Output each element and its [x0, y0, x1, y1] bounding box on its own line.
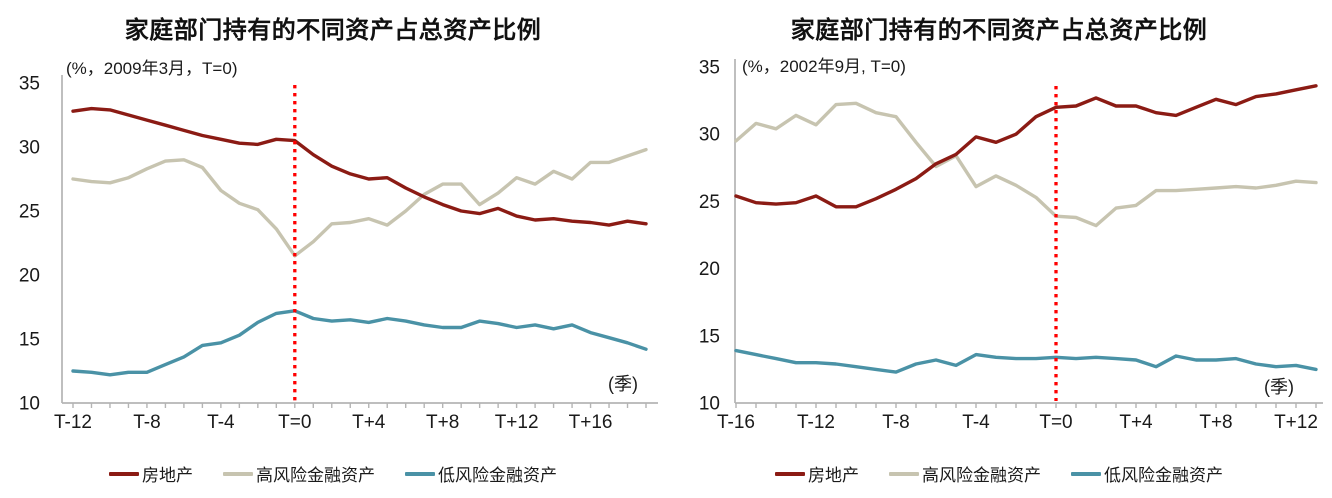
x-tick-label: T+4: [352, 412, 386, 433]
y-tick-label: 15: [699, 326, 720, 347]
legend-item-high-risk: 高风险金融资产: [889, 461, 1041, 486]
y-tick-label: 35: [19, 74, 40, 95]
x-tick-label: T-8: [882, 412, 909, 433]
legend-label: 高风险金融资产: [922, 466, 1041, 485]
line-swatch: [109, 471, 139, 476]
x-tick-label: T-8: [133, 412, 160, 433]
x-tick-label: T+12: [1274, 412, 1318, 433]
legend-label: 高风险金融资产: [256, 466, 375, 485]
legend: 房地产 高风险金融资产 低风险金融资产: [666, 461, 1332, 486]
chart-subtitle: (%，2002年9月, T=0): [742, 57, 906, 76]
y-tick-label: 10: [699, 394, 720, 415]
y-tick-label: 20: [19, 266, 40, 287]
y-tick-label: 25: [699, 192, 720, 213]
series-line-2: [734, 348, 1318, 374]
legend-label: 低风险金融资产: [438, 466, 557, 485]
series-line-1: [734, 101, 1318, 228]
y-tick-label: 20: [699, 259, 720, 280]
series-line-0: [71, 106, 648, 227]
chart-panel-left: 家庭部门持有的不同资产占总资产比例 (%，2009年3月，T=0) 10 15 20…: [0, 17, 666, 486]
chart-title: 家庭部门持有的不同资产占总资产比例: [790, 17, 1208, 44]
chart-title: 家庭部门持有的不同资产占总资产比例: [124, 17, 542, 44]
series-line-1: [71, 147, 648, 258]
y-tick-label: 30: [19, 138, 40, 159]
legend-label: 房地产: [142, 466, 193, 485]
chart-panel-right: 家庭部门持有的不同资产占总资产比例 (%，2002年9月, T=0) 10 15 2…: [666, 0, 1332, 498]
x-tick-label: T+8: [1199, 412, 1232, 433]
line-swatch: [405, 471, 435, 476]
y-tick-label: 35: [699, 58, 720, 79]
legend: 房地产 高风险金融资产 低风险金融资产: [0, 461, 666, 486]
x-tick-label: T+4: [1119, 412, 1153, 433]
plot-area-left: 10 15 20 25 30 35 T-12 T-8 T-4 T=0 T+4 T+8 T+12 T+16: [19, 74, 658, 433]
x-tick-label: T-4: [962, 412, 990, 433]
legend-item-high-risk: 高风险金融资产: [223, 461, 375, 486]
x-tick-label: T-12: [797, 412, 835, 433]
y-tick-label: 10: [19, 394, 40, 415]
x-axis-unit-label: (季): [1264, 377, 1294, 397]
x-axis-unit-label: (季): [608, 374, 638, 394]
line-swatch: [223, 471, 253, 476]
x-tick-label: T-12: [54, 412, 92, 433]
x-tick-label: T-16: [717, 412, 755, 433]
line-swatch: [1071, 471, 1101, 476]
x-tick-label: T=0: [278, 412, 311, 433]
y-tick-label: 25: [19, 202, 40, 223]
x-tick-label: T+12: [495, 412, 539, 433]
series-line-0: [734, 84, 1318, 209]
legend-item-low-risk: 低风险金融资产: [1071, 461, 1223, 486]
chart-subtitle: (%，2009年3月，T=0): [66, 59, 238, 78]
y-tick-label: 15: [19, 330, 40, 351]
line-swatch: [775, 471, 805, 476]
x-tick-label: T=0: [1039, 412, 1072, 433]
legend-label: 房地产: [808, 466, 859, 485]
y-tick-label: 30: [699, 125, 720, 146]
legend-item-real-estate: 房地产: [109, 461, 193, 486]
legend-label: 低风险金融资产: [1104, 466, 1223, 485]
legend-item-real-estate: 房地产: [775, 461, 859, 486]
legend-item-low-risk: 低风险金融资产: [405, 461, 557, 486]
line-swatch: [889, 471, 919, 476]
series-line-2: [71, 309, 648, 377]
x-tick-label: T-4: [207, 412, 235, 433]
plot-area-right: 10 15 20 25 30 35 T-16 T-12 T-8 T-4 T=0 T+4 T+8 T+12: [699, 58, 1323, 433]
x-tick-label: T+8: [426, 412, 459, 433]
x-tick-label: T+16: [569, 412, 613, 433]
